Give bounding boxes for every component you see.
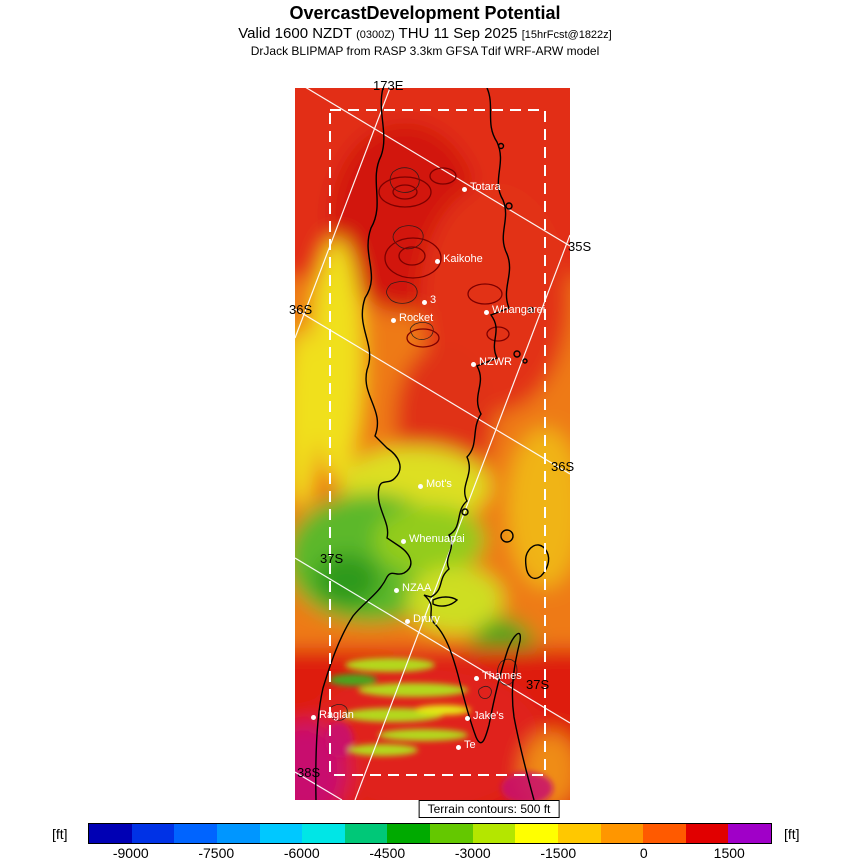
colorbar-segment <box>344 824 388 843</box>
colorbar-unit-left: [ft] <box>52 826 68 842</box>
island-little-barrier <box>500 529 514 543</box>
colorbar-tick-label: -6000 <box>283 845 320 860</box>
colorbar-tick-label: -9000 <box>112 845 149 860</box>
colorbar-tick-label: -3000 <box>454 845 491 860</box>
model-line: DrJack BLIPMAP from RASP 3.3km GFSA Tdif… <box>250 44 600 58</box>
colorbar-tick-label: -4500 <box>369 845 406 860</box>
coastline-west <box>315 88 412 800</box>
terrain-note-text: Terrain contours: 500 ft <box>427 802 551 816</box>
colorbar-segment <box>515 824 558 843</box>
terrain-note: Terrain contours: 500 ft <box>418 800 560 818</box>
valid-time-line: Valid 1600 NZDT (0300Z) THU 11 Sep 2025 … <box>0 25 850 42</box>
colorbar-segment <box>643 824 686 843</box>
overcast-field-detail <box>325 658 553 800</box>
colorbar-segment <box>89 824 132 843</box>
colorbar-segment <box>259 824 303 843</box>
coastline <box>315 88 550 800</box>
colorbar <box>88 823 772 844</box>
colorbar-unit-right: [ft] <box>784 826 800 842</box>
map-plot <box>295 88 570 800</box>
island-poor-knights <box>527 306 535 314</box>
colorbar-segment <box>685 824 729 843</box>
fcst-note: [15hrFcst@1822z] <box>521 29 612 41</box>
colorbar-segment <box>302 824 345 843</box>
island-hen <box>513 350 521 358</box>
map-canvas <box>295 88 570 800</box>
island-north-east-1 <box>497 142 505 150</box>
graticule-lines <box>295 88 570 800</box>
graticule-label: 35S <box>568 239 592 254</box>
island-waiheke <box>432 596 459 607</box>
colorbar-tick-label: 1500 <box>713 845 745 860</box>
figure-title: OvercastDevelopment Potential <box>289 3 561 23</box>
valid-date: THU 11 Sep 2025 <box>398 25 518 42</box>
valid-zulu: (0300Z) <box>356 29 395 41</box>
colorbar-segment <box>174 824 217 843</box>
colorbar-segment <box>430 824 473 843</box>
colorbar-segment <box>472 824 516 843</box>
colorbar-tick-label: -1500 <box>540 845 577 860</box>
island-kawau <box>461 508 469 516</box>
colorbar-ticks: -9000 -7500 -6000 -4500 -3000 -1500 0 1500 <box>88 845 772 860</box>
colorbar-segment <box>728 824 771 843</box>
domain-dashed-box <box>329 109 546 776</box>
island-chickens <box>522 358 528 364</box>
colorbar-segment <box>216 824 260 843</box>
valid-prefix: Valid 1600 NZDT <box>238 25 352 42</box>
island-great-barrier <box>524 544 550 580</box>
colorbar-segment <box>600 824 644 843</box>
colorbar-segment <box>387 824 430 843</box>
colorbar-tick-label: -7500 <box>198 845 235 860</box>
colorbar-segment <box>557 824 601 843</box>
coastline-east <box>423 88 535 800</box>
overcast-contour-rings <box>378 167 510 348</box>
colorbar-segment <box>131 824 175 843</box>
island-north-east-2 <box>505 202 513 210</box>
colorbar-tick-label: 0 <box>639 845 648 860</box>
